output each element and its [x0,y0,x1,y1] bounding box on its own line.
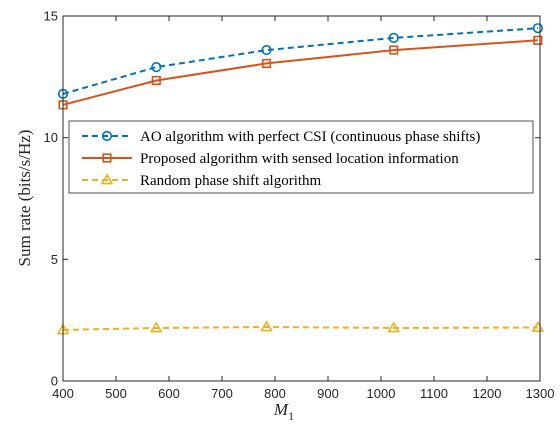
data-point-random [387,321,401,333]
x-tick-label: 900 [317,386,339,401]
legend-label-proposed: Proposed algorithm with sensed location … [140,151,459,167]
data-point-random [149,321,163,333]
data-point-ao [151,61,162,73]
x-tick-label: 500 [105,386,127,401]
y-tick-label: 0 [51,374,58,389]
data-point-proposed [533,35,543,45]
series-line-random [62,325,538,331]
legend-box [68,120,534,194]
x-axis-label: M1 [273,400,294,423]
legend: AO algorithm with perfect CSI (continuou… [68,120,534,194]
plot-background [63,16,540,381]
legend-marker-random [100,173,114,185]
y-tick-label: 5 [51,252,58,267]
x-tick-label: 600 [158,386,180,401]
data-point-ao [261,44,272,56]
legend-marker-ao [101,130,113,142]
series-line-ao [62,27,538,95]
x-tick-label: 800 [264,386,286,401]
y-axis-label: Sum rate (bits/s/Hz) [15,130,34,267]
data-point-proposed [389,45,399,55]
x-tick-label: 400 [52,386,74,401]
plot-frame [62,15,541,382]
legend-label-ao: AO algorithm with perfect CSI (continuou… [140,129,480,145]
series-line-proposed [62,39,538,106]
x-axis-label-subscript: 1 [288,409,294,423]
legend-marker-proposed [102,153,112,163]
y-tick-label: 15 [44,9,58,24]
data-point-proposed [151,75,161,86]
legend-markers [82,130,132,185]
data-point-proposed [261,58,272,69]
data-point-ao [388,32,399,44]
legend-label-random: Random phase shift algorithm [140,173,322,189]
x-tick-label: 1200 [473,386,502,401]
data-point-random [260,320,273,332]
tick-layer: 400 500 600 700 800 900 1000 1100 1200 1300 0 5 10 15 [44,9,555,402]
x-tick-label: 700 [211,386,233,401]
x-tick-label: 1300 [526,386,555,401]
x-axis-label-main: M [273,400,289,419]
x-tick-label: 1100 [420,386,448,401]
series-layer [56,23,545,335]
x-tick-label: 1000 [367,386,396,401]
y-tick-label: 10 [44,130,58,145]
data-point-ao [532,23,543,34]
